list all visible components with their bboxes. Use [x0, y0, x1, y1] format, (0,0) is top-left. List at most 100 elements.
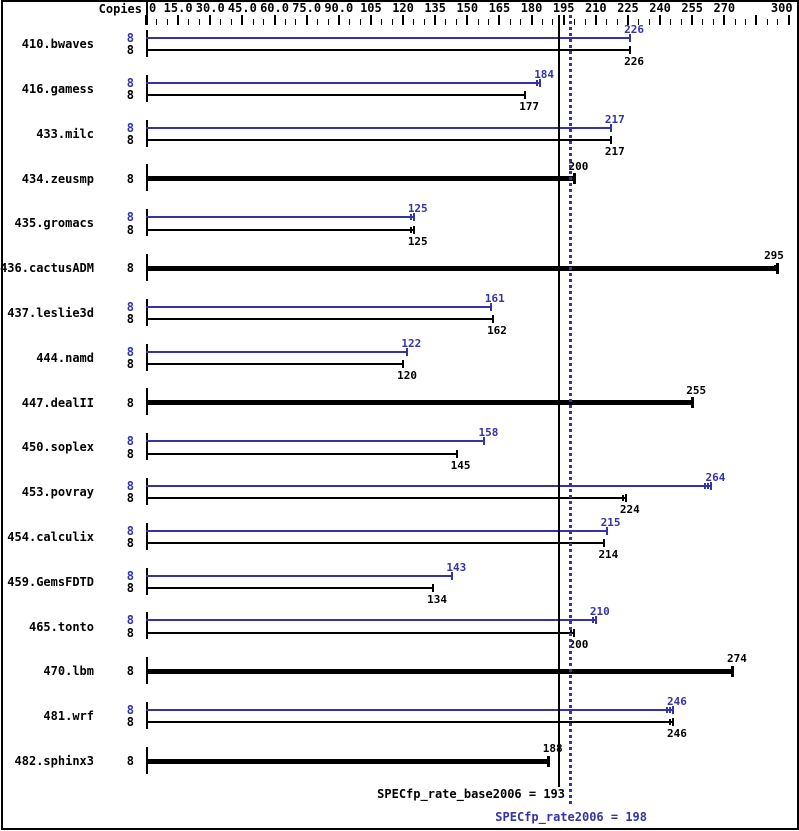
axis-minor-tick: [477, 19, 479, 25]
bar-end-cap: [412, 225, 415, 234]
row-axis-segment: [146, 478, 148, 505]
peak-bar: [146, 574, 453, 577]
base-value-label: 214: [598, 548, 619, 562]
peak-bar: [146, 485, 712, 487]
bar-run-tick: [773, 265, 776, 272]
peak-value-label: 158: [478, 426, 499, 440]
benchmark-label: 482.sphinx3: [14, 754, 94, 768]
copies-value: 8: [126, 536, 134, 551]
axis-major-tick: [145, 15, 147, 25]
peak-bar: [146, 81, 541, 84]
axis-minor-tick: [777, 19, 779, 25]
axis-tick-label: 60.0: [260, 1, 289, 15]
base-mean-line: [558, 15, 561, 787]
axis-minor-tick: [648, 19, 650, 25]
copies-value: 8: [126, 222, 134, 237]
peak-value-label: 264: [705, 471, 726, 484]
bar-end-cap: [412, 213, 415, 222]
base-bar: [146, 49, 631, 52]
copies-value: 8: [126, 703, 134, 717]
bar-end-cap: [710, 482, 713, 490]
axis-minor-tick: [188, 19, 190, 25]
base-value-label: 200: [568, 637, 589, 651]
base-bar: [146, 265, 778, 271]
peak-mean-label: SPECfp_rate2006 = 198: [495, 810, 647, 824]
peak-value-label: 143: [446, 560, 467, 574]
bar-end-cap: [539, 78, 542, 87]
copies-value: 8: [126, 171, 134, 186]
bar-end-cap: [629, 46, 632, 55]
copies-column-header: Copies: [98, 2, 142, 16]
axis-major-tick: [177, 15, 180, 25]
bar-run-tick: [621, 495, 624, 502]
peak-value-label: 184: [534, 67, 555, 81]
row-axis-segment: [146, 702, 148, 729]
peak-value-label: 161: [484, 291, 505, 305]
benchmark-label: 410.bwaves: [21, 37, 94, 52]
peak-bar: [146, 37, 631, 39]
bar-end-cap: [406, 347, 409, 356]
axis-tick-label: 180: [520, 1, 543, 15]
axis-minor-tick: [348, 19, 350, 25]
axis-major-tick: [594, 15, 597, 25]
base-value-label: 177: [519, 100, 540, 114]
copies-value: 8: [126, 754, 134, 768]
base-bar: [146, 631, 575, 634]
row-axis-segment: [146, 612, 148, 640]
base-bar: [146, 758, 549, 764]
axis-major-tick: [466, 15, 469, 25]
axis-minor-tick: [638, 19, 640, 25]
bar-end-cap: [594, 616, 597, 625]
copies-value: 8: [126, 43, 134, 58]
axis-minor-tick: [413, 19, 415, 25]
axis-major-tick: [723, 15, 726, 25]
base-value-label: 200: [568, 159, 589, 173]
bar-end-cap: [547, 755, 551, 767]
axis-major-tick: [273, 15, 276, 25]
axis-major-tick: [755, 15, 758, 25]
peak-value-label: 226: [624, 23, 645, 36]
axis-tick-label: 105: [360, 1, 382, 15]
axis-tick-label: 255: [681, 1, 704, 15]
axis-minor-tick: [745, 19, 747, 25]
axis-tick-label: 300: [770, 1, 793, 15]
axis-tick-label: 75.0: [292, 1, 322, 15]
base-bar: [146, 228, 414, 231]
peak-value-label: 122: [401, 336, 422, 350]
benchmark-label: 435.gromacs: [14, 216, 94, 231]
axis-minor-tick: [488, 19, 490, 25]
benchmark-label: 459.GemsFDTD: [7, 574, 94, 589]
base-value-label: 217: [604, 145, 625, 158]
copies-value: 8: [126, 88, 134, 103]
axis-minor-tick: [381, 19, 383, 25]
bar-end-cap: [402, 360, 405, 368]
bar-run-tick: [704, 483, 707, 489]
axis-tick-label: 270: [713, 1, 736, 15]
peak-value-label: 125: [407, 202, 428, 216]
bar-run-tick: [668, 707, 671, 713]
base-bar: [146, 94, 526, 97]
peak-bar: [146, 709, 673, 711]
axis-minor-tick: [734, 19, 736, 25]
bar-end-cap: [492, 315, 494, 324]
peak-value-label: 210: [589, 605, 610, 619]
copies-value: 8: [126, 568, 134, 583]
axis-tick-label: 165: [488, 1, 511, 15]
axis-minor-tick: [166, 19, 168, 25]
bar-end-cap: [572, 173, 576, 185]
axis-tick-label: 225: [617, 1, 639, 15]
copies-value: 8: [126, 75, 134, 90]
bar-end-cap: [524, 91, 527, 100]
copies-value: 8: [126, 434, 134, 449]
copies-value: 8: [126, 261, 134, 276]
base-bar: [146, 400, 693, 406]
copies-value: 8: [126, 357, 134, 371]
bar-end-cap: [432, 584, 435, 592]
axis-minor-tick: [766, 19, 768, 25]
bar-end-cap: [731, 665, 735, 677]
peak-bar: [146, 216, 414, 219]
axis-minor-tick: [713, 19, 715, 25]
base-value-label: 134: [427, 593, 447, 606]
benchmark-label: 481.wrf: [43, 709, 94, 724]
base-value-label: 162: [487, 324, 507, 338]
